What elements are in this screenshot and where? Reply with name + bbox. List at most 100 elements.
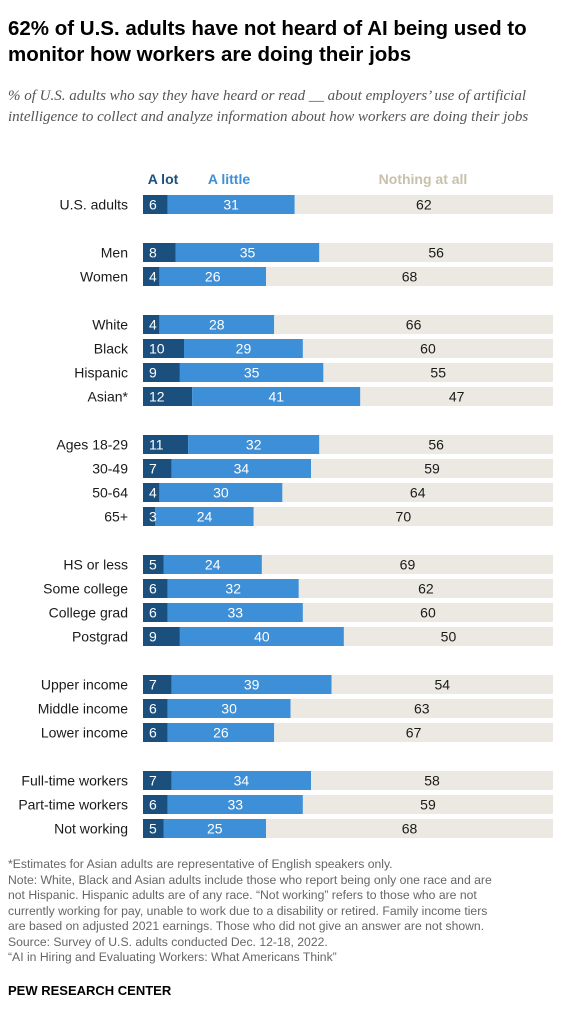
bar-segment-a-lot: [143, 267, 160, 286]
value-label-a-lot: 7: [149, 677, 157, 693]
bar-segment-a-lot: [143, 627, 180, 646]
value-label-a-little: 28: [209, 317, 225, 333]
bar-segment-a-little: [167, 195, 295, 214]
value-label-nothing-at-all: 62: [416, 197, 432, 213]
category-label: HS or less: [63, 557, 128, 573]
value-label-a-little: 40: [254, 629, 270, 645]
category-label: Part-time workers: [18, 797, 128, 813]
value-label-nothing-at-all: 67: [406, 725, 422, 741]
value-label-a-lot: 6: [149, 605, 157, 621]
value-label-nothing-at-all: 59: [424, 461, 440, 477]
bar-segment-a-little: [167, 579, 299, 598]
note-line: *Estimates for Asian adults are represen…: [8, 857, 393, 871]
value-label-a-little: 26: [213, 725, 229, 741]
bar-segment-a-little: [163, 555, 262, 574]
bar-segment-a-lot: [143, 483, 160, 502]
value-label-a-lot: 6: [149, 797, 157, 813]
bar-segment-a-lot: [143, 315, 160, 334]
bar-segment-nothing-at-all: [274, 315, 553, 334]
value-label-nothing-at-all: 58: [424, 773, 440, 789]
category-label: Upper income: [41, 677, 128, 693]
category-label: Postgrad: [72, 629, 128, 645]
bar-segment-nothing-at-all: [302, 603, 553, 622]
value-label-a-little: 39: [244, 677, 260, 693]
value-label-nothing-at-all: 63: [414, 701, 430, 717]
bar-segment-a-little: [163, 819, 266, 838]
value-label-a-lot: 4: [149, 485, 157, 501]
bar-segment-nothing-at-all: [323, 363, 553, 382]
value-label-nothing-at-all: 54: [435, 677, 451, 693]
bar-segment-a-lot: [143, 819, 164, 838]
bar-segment-a-little: [179, 627, 344, 646]
bar-segment-nothing-at-all: [302, 795, 553, 814]
bar-segment-a-lot: [143, 771, 172, 790]
value-label-a-lot: 6: [149, 197, 157, 213]
value-label-nothing-at-all: 64: [410, 485, 426, 501]
bar-segment-nothing-at-all: [302, 339, 553, 358]
value-label-nothing-at-all: 59: [420, 797, 436, 813]
value-label-a-lot: 7: [149, 773, 157, 789]
bar-segment-a-little: [171, 675, 332, 694]
category-label: White: [92, 317, 128, 333]
value-label-nothing-at-all: 69: [400, 557, 416, 573]
value-label-nothing-at-all: 66: [406, 317, 422, 333]
bar-segment-a-little: [167, 603, 303, 622]
bar-segment-nothing-at-all: [261, 555, 553, 574]
bar-segment-a-little: [167, 699, 291, 718]
bar-segment-nothing-at-all: [311, 771, 553, 790]
bar-segment-a-little: [184, 339, 303, 358]
note-line: currently working for pay, unable to wor…: [8, 903, 488, 918]
value-label-a-little: 34: [234, 773, 250, 789]
value-label-a-little: 24: [197, 509, 213, 525]
bar-segment-a-lot: [143, 387, 193, 406]
value-label-a-little: 30: [213, 485, 229, 501]
value-label-nothing-at-all: 70: [396, 509, 412, 525]
value-label-a-lot: 9: [149, 365, 157, 381]
bar-segment-a-little: [171, 771, 312, 790]
value-label-nothing-at-all: 60: [420, 341, 436, 357]
category-label: Some college: [43, 581, 128, 597]
note-line: Source: Survey of U.S. adults conducted …: [8, 934, 328, 949]
value-label-a-lot: 8: [149, 245, 157, 261]
bar-segment-a-little: [155, 507, 254, 526]
category-label: Hispanic: [74, 365, 128, 381]
bar-segment-a-little: [167, 795, 303, 814]
bar-segment-a-lot: [143, 195, 168, 214]
value-label-a-little: 35: [244, 365, 260, 381]
value-label-a-lot: 9: [149, 629, 157, 645]
bar-segment-a-lot: [143, 699, 168, 718]
value-label-a-lot: 10: [149, 341, 165, 357]
source-brand: PEW RESEARCH CENTER: [8, 983, 172, 998]
bar-segment-a-little: [159, 483, 283, 502]
category-label: Lower income: [41, 725, 128, 741]
legend-a-lot: A lot: [148, 171, 179, 187]
bar-segment-nothing-at-all: [319, 243, 553, 262]
value-label-a-little: 30: [221, 701, 237, 717]
category-label: 30-49: [92, 461, 128, 477]
value-label-a-lot: 6: [149, 725, 157, 741]
chart-subtitle: % of U.S. adults who say they have heard…: [8, 88, 529, 125]
value-label-nothing-at-all: 56: [428, 437, 444, 453]
value-label-a-little: 35: [240, 245, 256, 261]
note-line: Note: White, Black and Asian adults incl…: [8, 872, 492, 887]
bar-segment-a-lot: [143, 363, 180, 382]
bar-segment-a-lot: [143, 795, 168, 814]
bar-segment-a-little: [159, 267, 266, 286]
value-label-a-little: 32: [225, 581, 241, 597]
bar-segment-a-lot: [143, 723, 168, 742]
value-label-nothing-at-all: 47: [449, 389, 465, 405]
bar-segment-nothing-at-all: [311, 459, 553, 478]
bar-segment-a-little: [192, 387, 361, 406]
bar-segment-nothing-at-all: [266, 267, 553, 286]
chart-notes: *Estimates for Asian adults are represen…: [8, 857, 568, 966]
value-label-nothing-at-all: 62: [418, 581, 434, 597]
value-label-a-lot: 11: [149, 437, 164, 453]
bar-segment-a-lot: [143, 459, 172, 478]
category-label: U.S. adults: [60, 197, 128, 213]
legend-nothing-at-all: Nothing at all: [379, 171, 468, 187]
value-label-a-lot: 3: [149, 509, 157, 525]
value-label-a-little: 34: [234, 461, 250, 477]
chart-title: 62% of U.S. adults have not heard of AI …: [8, 17, 527, 66]
value-label-nothing-at-all: 50: [441, 629, 457, 645]
bar-segment-a-lot: [143, 555, 164, 574]
